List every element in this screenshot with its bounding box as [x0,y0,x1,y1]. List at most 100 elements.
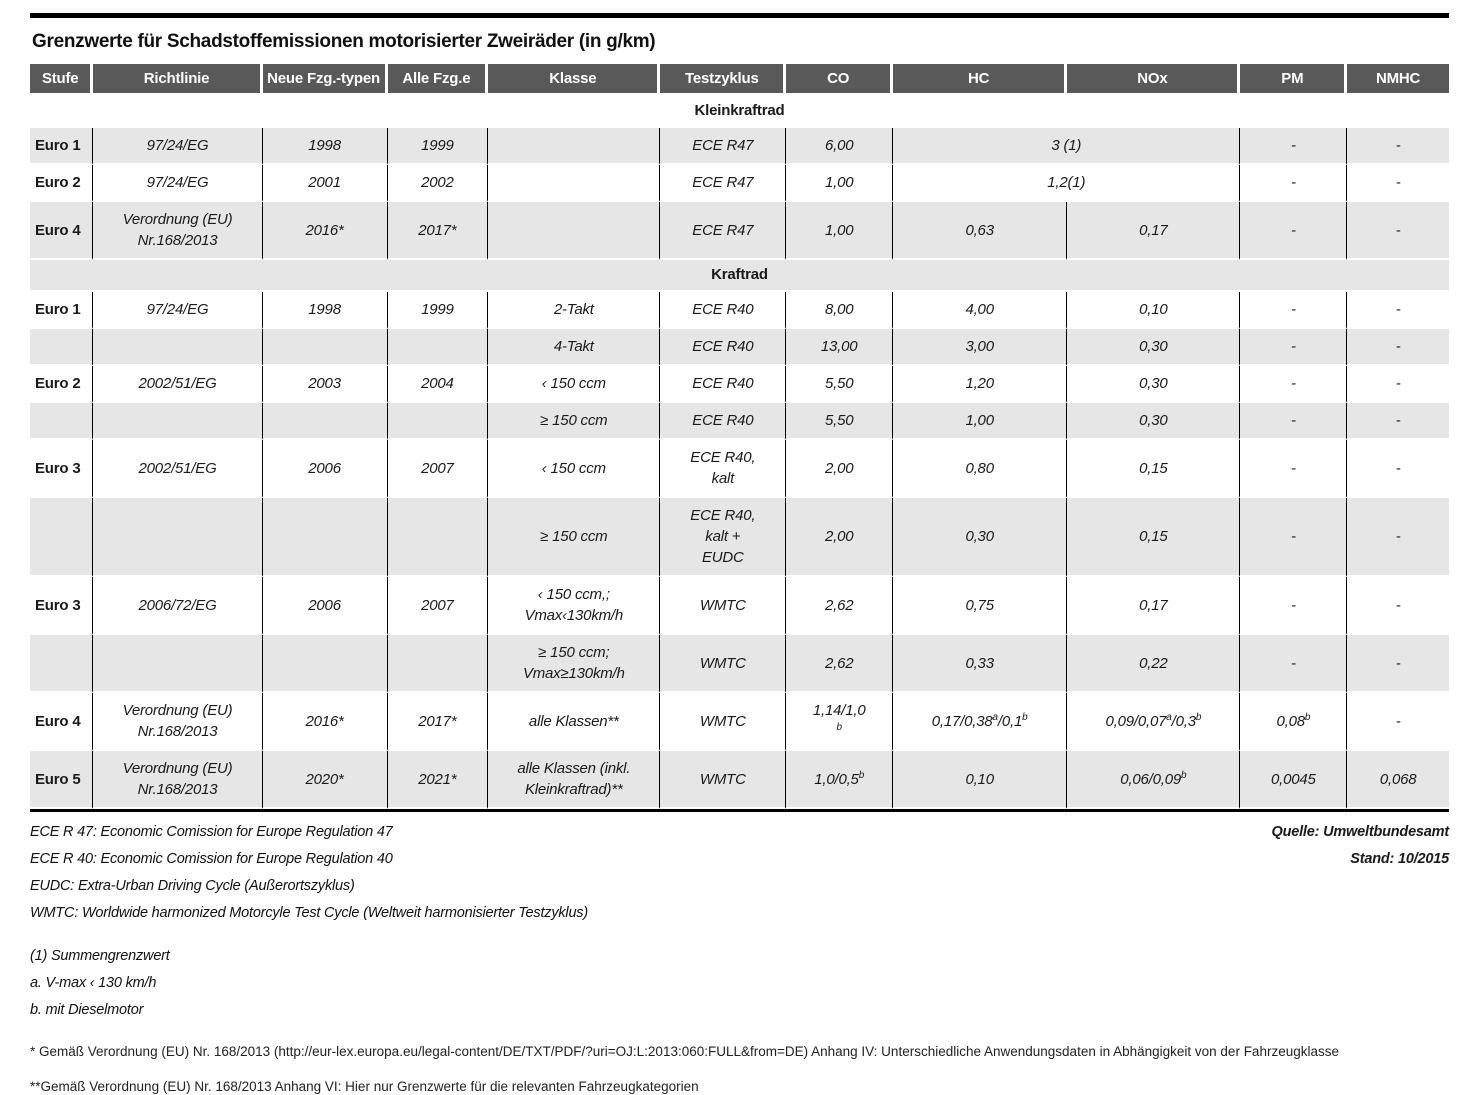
table-cell [488,128,661,165]
table-cell: 6,00 [786,128,894,165]
footnote-line: ECE R 40: Economic Comission for Europe … [30,851,393,867]
table-cell: 2003 [262,366,388,403]
table-cell: 1,20 [893,366,1068,403]
table-cell: 0,17 [1067,577,1241,635]
section-row: Kraftrad [30,260,1449,292]
row-label: Euro 4 [30,693,94,751]
table-cell: ‹ 150 ccm,; Vmax‹130km/h [488,577,661,635]
note-line: b. mit Dieselmotor [30,1002,144,1018]
table-cell: ECE R47 [660,202,787,260]
table-cell: - [1240,366,1348,403]
footer: ECE R 47: Economic Comission for Europe … [30,819,1449,927]
table-cell: WMTC [660,635,787,693]
bottom-rule [30,809,1449,812]
column-header-neue-fzg-typen: Neue Fzg.-typen [262,64,388,96]
source-line: Stand: 10/2015 [1350,851,1449,867]
table-cell: ECE R40, kalt [660,440,787,498]
table-cell: 0,30 [1067,366,1241,403]
table-row: ≥ 150 ccm; Vmax≥130km/h WMTC 2,62 0,33 0,22- - [30,635,1449,693]
table-cell: 97/24/EG [93,292,263,329]
table-cell [262,635,388,693]
asterisk-note-line: * Gemäß Verordnung (EU) Nr. 168/2013 (ht… [30,1044,1339,1059]
row-label: Euro 5 [30,751,94,809]
table-cell: 0,33 [893,635,1068,693]
notes-block: (1) Summengrenzwert a. V-max ‹ 130 km/h b.… [30,943,1449,1024]
table-cell [387,329,489,366]
row-label: Euro 2 [30,165,94,202]
table-cell: 2,00 [786,498,894,577]
table-cell [93,329,263,366]
table-cell: 1,00 [786,165,894,202]
row-label: Euro 3 [30,577,94,635]
table-cell: 3,00 [893,329,1068,366]
table-cell: 2,62 [786,635,894,693]
table-row: Euro 4 Verordnung (EU) Nr.168/2013 2016* 201… [30,693,1449,751]
table-cell: - [1240,440,1348,498]
table-cell: 3 (1) [893,128,1241,165]
table-cell: ECE R40 [660,329,787,366]
table-cell: ECE R40 [660,403,787,440]
emission-limits-table: Stufe Richtlinie Neue Fzg.-typen Alle Fzg.e… [30,64,1449,809]
table-cell: - [1240,202,1348,260]
column-header-nmhc: NMHC [1347,64,1449,96]
table-cell: - [1347,577,1449,635]
table-cell: - [1347,202,1449,260]
column-header-co: CO [786,64,894,96]
table-cell: 2006 [262,440,388,498]
table-cell: 0,80 [893,440,1068,498]
table-cell [488,202,661,260]
table-cell: - [1347,635,1449,693]
table-cell: - [1347,403,1449,440]
asterisk-note-line: **Gemäß Verordnung (EU) Nr. 168/2013 Anh… [30,1079,699,1094]
table-cell: 0,09/0,07a/0,3b [1067,693,1241,751]
column-header-klasse: Klasse [488,64,661,96]
table-cell: 2,00 [786,440,894,498]
table-cell: ECE R47 [660,165,787,202]
row-label [30,403,94,440]
table-cell: 0,15 [1067,498,1241,577]
column-header-pm: PM [1240,64,1348,96]
table-cell [93,403,263,440]
table-cell: - [1240,403,1348,440]
table-cell: - [1347,366,1449,403]
table-cell: 0,15 [1067,440,1241,498]
table-cell: 0,10 [893,751,1068,809]
table-cell: 1999 [387,292,489,329]
table-cell: 8,00 [786,292,894,329]
table-cell: WMTC [660,577,787,635]
table-cell: - [1240,635,1348,693]
footnote-line: EUDC: Extra-Urban Driving Cycle (Außeror… [30,878,355,894]
note-line: (1) Summengrenzwert [30,948,170,964]
table-cell: 0,75 [893,577,1068,635]
table-cell [387,498,489,577]
table-cell: 97/24/EG [93,128,263,165]
table-cell: 2020* [262,751,388,809]
table-cell: 0,30 [1067,329,1241,366]
column-header-testzyklus: Testzyklus [660,64,787,96]
abbreviation-footnotes: ECE R 47: Economic Comission for Europe … [30,819,588,927]
table-row: Euro 2 97/24/EG 2001 2002 ECE R47 1,00 1,2(1) -… [30,165,1449,202]
column-header-hc: HC [893,64,1068,96]
table-cell: ‹ 150 ccm [488,440,661,498]
table-cell: 0,17/0,38a/0,1b [893,693,1068,751]
table-cell: 4,00 [893,292,1068,329]
table-cell: 1,2(1) [893,165,1241,202]
table-row: ≥ 150 ccm ECE R40 5,50 1,00 0,30- - [30,403,1449,440]
row-label [30,498,94,577]
table-cell: 4-Takt [488,329,661,366]
row-label [30,635,94,693]
table-cell: - [1240,329,1348,366]
table-row: ≥ 150 ccm ECE R40, kalt + EUDC 2,00 0,30 0,15-… [30,498,1449,577]
table-header-row: Stufe Richtlinie Neue Fzg.-typen Alle Fzg.e… [30,64,1449,96]
table-cell: - [1347,128,1449,165]
table-cell: 2021* [387,751,489,809]
table-cell: 2002/51/EG [93,366,263,403]
table-cell: - [1240,292,1348,329]
table-cell: - [1347,440,1449,498]
table-cell: Verordnung (EU) Nr.168/2013 [93,202,263,260]
section-label: Kraftrad [30,260,1449,292]
table-cell: - [1240,128,1348,165]
table-cell: 2,62 [786,577,894,635]
table-cell: - [1347,498,1449,577]
table-cell: 0,22 [1067,635,1241,693]
